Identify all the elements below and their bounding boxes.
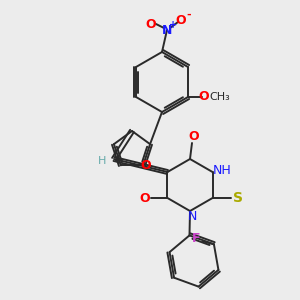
Text: O: O: [176, 14, 186, 26]
Text: O: O: [199, 91, 209, 103]
Text: +: +: [169, 20, 177, 30]
Text: O: O: [146, 17, 156, 31]
Text: F: F: [192, 232, 200, 245]
Text: O: O: [139, 191, 150, 205]
Text: S: S: [232, 191, 242, 205]
Text: N: N: [187, 211, 197, 224]
Text: H: H: [98, 156, 106, 166]
Text: NH: NH: [213, 164, 232, 176]
Text: CH₃: CH₃: [210, 92, 230, 102]
Text: -: -: [187, 10, 191, 20]
Text: O: O: [189, 130, 199, 142]
Text: O: O: [141, 159, 152, 172]
Text: N: N: [162, 23, 172, 37]
